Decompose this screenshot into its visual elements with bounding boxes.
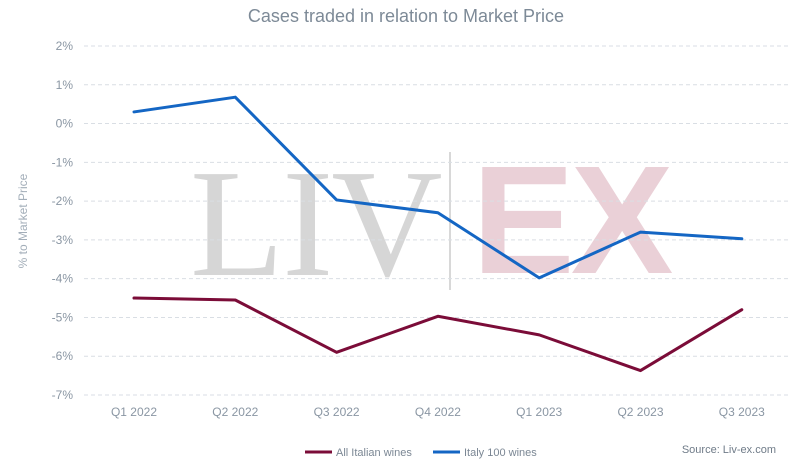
legend-item-all-italian-wines: All Italian wines xyxy=(305,447,412,459)
x-tick-label: Q3 2023 xyxy=(719,405,765,419)
y-tick-label: -4% xyxy=(52,272,74,286)
x-tick-label: Q4 2022 xyxy=(415,405,461,419)
y-tick-label: 2% xyxy=(56,39,74,53)
watermark: LIV EX xyxy=(190,134,677,309)
y-tick-label: -7% xyxy=(52,388,74,402)
y-tick-label: 1% xyxy=(56,78,74,92)
y-axis-ticks: 2% 1% 0% -1% -2% -3% -4% -5% -6% -7% xyxy=(52,39,74,402)
watermark-ex: EX xyxy=(472,134,673,306)
watermark-liv: LIV xyxy=(190,139,441,309)
legend-label-all-italian-wines: All Italian wines xyxy=(336,447,412,459)
y-tick-label: -5% xyxy=(52,310,74,324)
grid xyxy=(84,45,790,396)
y-tick-label: -2% xyxy=(52,194,74,208)
legend-label-italy-100-wines: Italy 100 wines xyxy=(464,447,537,459)
y-tick-label: -1% xyxy=(52,155,74,169)
legend: All Italian wines Italy 100 wines xyxy=(305,447,537,459)
y-tick-label: -6% xyxy=(52,349,74,363)
y-tick-label: 0% xyxy=(56,117,74,131)
y-tick-label: -3% xyxy=(52,233,74,247)
legend-item-italy-100-wines: Italy 100 wines xyxy=(433,447,537,459)
x-axis-ticks: Q1 2022 Q2 2022 Q3 2022 Q4 2022 Q1 2023 Q2 20… xyxy=(111,405,765,419)
source-text: Source: Liv-ex.com xyxy=(682,444,776,456)
x-tick-label: Q3 2022 xyxy=(314,405,360,419)
series-lines xyxy=(132,95,744,373)
chart-title: Cases traded in relation to Market Price xyxy=(248,6,564,26)
x-tick-label: Q2 2023 xyxy=(617,405,663,419)
x-tick-label: Q1 2022 xyxy=(111,405,157,419)
x-tick-label: Q1 2023 xyxy=(516,405,562,419)
y-axis-label: % to Market Price xyxy=(16,173,30,268)
x-tick-label: Q2 2022 xyxy=(212,405,258,419)
